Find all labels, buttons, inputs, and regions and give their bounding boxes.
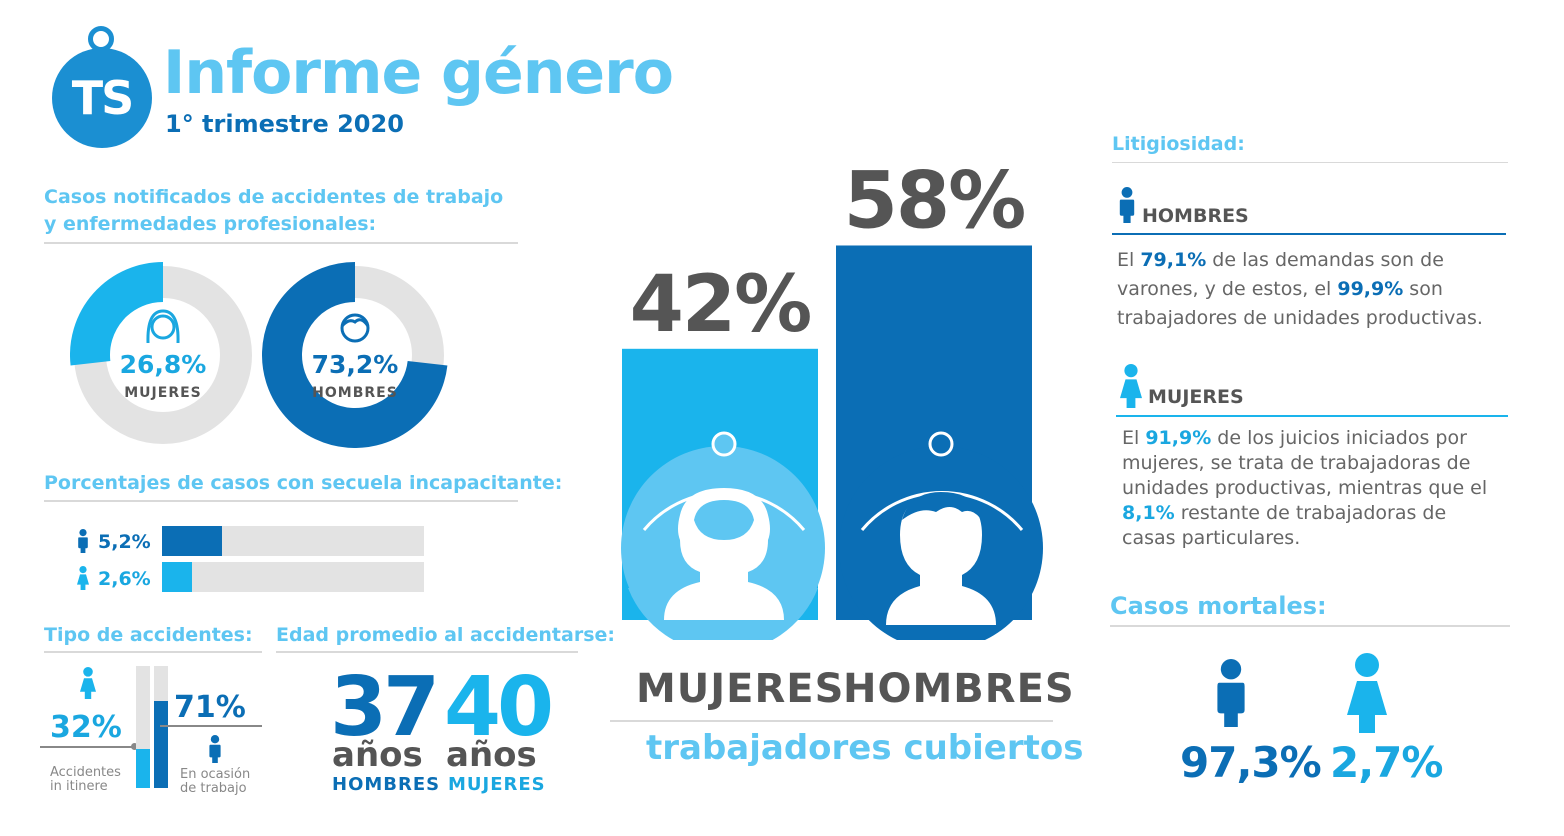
- donut-hombres: [262, 262, 448, 448]
- edad-title: Edad promedio al accidentarse:: [276, 624, 615, 646]
- secuela-hombres-pct: 5,2%: [98, 531, 151, 553]
- tipo-ocasion-line2: de trabajo: [180, 781, 247, 796]
- casos-title-line1: Casos notificados de accidentes de traba…: [44, 186, 504, 208]
- donut-mujeres: [70, 262, 252, 444]
- mortales-mujeres-pct: 2,7%: [1330, 738, 1443, 787]
- bar-hombres-value-label: 58%: [844, 156, 1025, 246]
- tipo-divider: [44, 651, 262, 653]
- man-icon: [1214, 652, 1248, 734]
- man-icon: [77, 529, 89, 553]
- woman-bust-icon: [621, 431, 825, 640]
- donut-mujeres-arc: [70, 262, 164, 366]
- chart-divider: [610, 720, 1053, 722]
- tipo-itinere-track: [136, 666, 150, 788]
- woman-face-icon: [146, 309, 180, 344]
- ts-logo: TS: [52, 48, 152, 148]
- lit-mujeres-t2: de los juicios iniciados por mujeres, se…: [1122, 427, 1488, 499]
- mortales-divider: [1110, 625, 1510, 627]
- lit-hombres-t2: de las demandas son de varones, y de est…: [1117, 249, 1444, 300]
- tipo-itinere-fill: [136, 748, 150, 788]
- lit-mujeres-b2: 8,1%: [1122, 502, 1175, 524]
- main-bar-chart: 42% 58%: [621, 156, 1043, 640]
- lit-hombres-t1: El: [1117, 249, 1141, 271]
- donut-hombres-arc: [262, 262, 448, 448]
- edad-mujeres-sex: MUJERES: [448, 774, 546, 795]
- edad-hombres-word: años: [332, 735, 423, 775]
- bar-mujeres-value-label: 42%: [630, 260, 811, 350]
- edad-mujeres-num: 40: [444, 660, 554, 755]
- edad-hombres-sex: HOMBRES: [332, 774, 441, 795]
- man-bust-icon: [839, 431, 1043, 640]
- donut-hombres-pct: 73,2%: [311, 350, 399, 379]
- donut-mujeres-pct: 26,8%: [119, 350, 207, 379]
- tipo-itinere-line2: in itinere: [50, 779, 108, 794]
- tipo-ocasion-fill: [154, 701, 168, 788]
- lit-hombres-b2: 99,9%: [1337, 278, 1404, 300]
- secuela-hombres-fill: [162, 526, 222, 556]
- lit-mujeres-head: MUJERES: [1148, 386, 1244, 408]
- tipo-itinere-pct: 32%: [50, 710, 122, 745]
- secuela-title: Porcentajes de casos con secuela incapac…: [44, 472, 563, 494]
- tipo-itinere-caption: Accidentes in itinere: [50, 766, 121, 794]
- lit-mujeres-t3: restante de trabajadoras de casas partic…: [1122, 502, 1447, 549]
- woman-icon: [1347, 652, 1387, 734]
- secuela-hombres-track: [162, 526, 424, 556]
- lit-mujeres-t1: El: [1122, 427, 1146, 449]
- woman-icon: [77, 566, 89, 590]
- man-icon: [1118, 182, 1136, 228]
- tipo-itinere-leader: [40, 746, 134, 748]
- bar-hombres-category: HOMBRES: [843, 666, 1075, 712]
- man-icon: [208, 734, 222, 764]
- lit-mujeres-text: El 91,9% de los juicios iniciados por mu…: [1122, 426, 1500, 551]
- lit-hombres-underline: [1112, 233, 1506, 235]
- donut-hombres-label: HOMBRES: [312, 385, 398, 401]
- bar-mujeres-category: MUJERES: [636, 666, 845, 712]
- mortales-hombres-pct: 97,3%: [1180, 738, 1322, 787]
- page-title: Informe género: [163, 38, 674, 108]
- tipo-ocasion-line1: En ocasión: [180, 767, 251, 782]
- tipo-itinere-line1: Accidentes: [50, 765, 121, 780]
- tipo-ocasion-pct: 71%: [174, 690, 246, 725]
- secuela-mujeres-pct: 2,6%: [98, 568, 151, 590]
- casos-divider: [44, 242, 518, 244]
- chart-xlabel: trabajadores cubiertos: [646, 728, 1084, 768]
- lit-mujeres-b1: 91,9%: [1145, 427, 1212, 449]
- secuela-divider: [44, 500, 518, 502]
- man-face-icon: [340, 313, 370, 343]
- woman-icon: [1120, 362, 1142, 410]
- tipo-ocasion-caption: En ocasión de trabajo: [180, 768, 250, 796]
- casos-title-line2: y enfermedades profesionales:: [44, 213, 377, 235]
- edad-hombres-num: 37: [330, 660, 440, 755]
- page-subtitle: 1° trimestre 2020: [165, 110, 404, 138]
- litigiosidad-title: Litigiosidad:: [1112, 133, 1245, 155]
- casos-title: Casos notificados de accidentes de traba…: [44, 184, 503, 238]
- lit-hombres-b1: 79,1%: [1140, 249, 1207, 271]
- edad-mujeres-word: años: [446, 735, 537, 775]
- tipo-ocasion-track: [154, 666, 168, 788]
- lit-mujeres-underline: [1116, 415, 1508, 417]
- mortales-title: Casos mortales:: [1110, 592, 1327, 620]
- secuela-mujeres-fill: [162, 562, 192, 592]
- secuela-mujeres-track: [162, 562, 424, 592]
- lit-hombres-t3: son trabajadores de unidades productivas…: [1117, 278, 1483, 329]
- lit-hombres-text: El 79,1% de las demandas son de varones,…: [1117, 246, 1517, 333]
- tipo-ocasion-leader: [160, 725, 262, 727]
- litigiosidad-divider: [1112, 162, 1508, 163]
- woman-icon: [80, 667, 96, 699]
- donut-mujeres-label: MUJERES: [124, 385, 202, 401]
- tipo-title: Tipo de accidentes:: [44, 624, 253, 646]
- edad-divider: [276, 651, 578, 653]
- tipo-itinere-dot: [131, 743, 138, 750]
- lit-hombres-head: HOMBRES: [1142, 205, 1249, 227]
